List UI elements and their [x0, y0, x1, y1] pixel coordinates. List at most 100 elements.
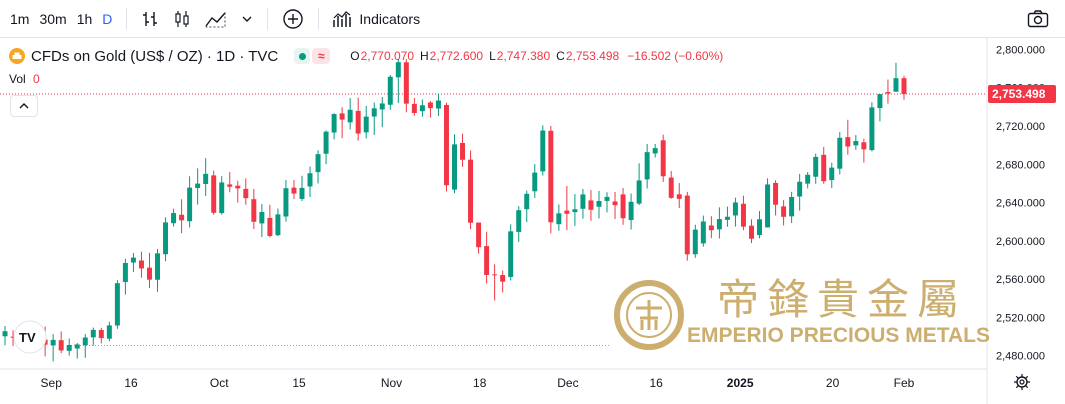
- candle-body[interactable]: [243, 188, 249, 199]
- candle-body[interactable]: [323, 131, 329, 154]
- candle-body[interactable]: [283, 188, 289, 217]
- candle-body[interactable]: [708, 225, 714, 231]
- candle-body[interactable]: [251, 199, 257, 222]
- area-chart-icon[interactable]: [205, 10, 227, 28]
- interval-1m-button[interactable]: 1m: [10, 10, 30, 27]
- candle-body[interactable]: [163, 222, 169, 255]
- candle-body[interactable]: [540, 130, 546, 172]
- candle-body[interactable]: [2, 331, 8, 337]
- symbol-title[interactable]: CFDs on Gold (US$ / OZ) · 1D · TVC: [31, 47, 279, 65]
- candle-body[interactable]: [387, 76, 393, 105]
- candle-body[interactable]: [171, 213, 177, 224]
- candle-body[interactable]: [797, 181, 803, 197]
- candle-body[interactable]: [227, 184, 233, 187]
- candle-body[interactable]: [355, 110, 361, 134]
- indicators-button[interactable]: Indicators: [333, 10, 420, 28]
- candle-body[interactable]: [580, 194, 586, 209]
- candle-body[interactable]: [564, 210, 570, 214]
- candle-body[interactable]: [395, 62, 401, 78]
- candle-body[interactable]: [805, 174, 811, 184]
- candle-body[interactable]: [548, 130, 554, 223]
- candle-body[interactable]: [114, 283, 120, 326]
- candle-body[interactable]: [596, 201, 602, 207]
- candle-body[interactable]: [724, 216, 730, 220]
- candle-body[interactable]: [845, 137, 851, 147]
- candle-body[interactable]: [460, 142, 466, 160]
- candle-body[interactable]: [524, 193, 530, 210]
- candle-body[interactable]: [435, 100, 441, 109]
- candle-body[interactable]: [211, 175, 217, 213]
- candle-body[interactable]: [267, 217, 273, 237]
- candle-body[interactable]: [476, 222, 482, 248]
- candle-body[interactable]: [291, 187, 297, 194]
- bar-chart-icon[interactable]: [141, 10, 159, 28]
- chevron-down-icon[interactable]: [241, 13, 253, 25]
- candle-body[interactable]: [468, 159, 474, 223]
- tradingview-logo-icon[interactable]: TV: [13, 320, 47, 354]
- candle-body[interactable]: [644, 152, 650, 180]
- candle-body[interactable]: [106, 325, 112, 339]
- candle-body[interactable]: [508, 231, 514, 277]
- compare-icon[interactable]: ≈: [312, 48, 331, 64]
- candle-body[interactable]: [299, 187, 305, 199]
- candle-body[interactable]: [901, 78, 907, 94]
- candle-body[interactable]: [275, 214, 281, 236]
- candle-body[interactable]: [668, 177, 674, 198]
- candle-body[interactable]: [363, 116, 369, 133]
- candle-body[interactable]: [716, 219, 722, 230]
- interval-1d-button[interactable]: D: [102, 10, 113, 27]
- candle-body[interactable]: [187, 187, 193, 222]
- candle-body[interactable]: [339, 113, 345, 120]
- candle-body[interactable]: [58, 340, 64, 351]
- candle-body[interactable]: [90, 329, 96, 338]
- candle-body[interactable]: [620, 194, 626, 219]
- candle-body[interactable]: [315, 154, 321, 173]
- candle-body[interactable]: [379, 103, 385, 110]
- candle-body[interactable]: [636, 180, 642, 204]
- candle-body[interactable]: [371, 108, 377, 117]
- candle-body[interactable]: [628, 201, 634, 220]
- collapse-legend-button[interactable]: [10, 95, 38, 117]
- plus-circle-icon[interactable]: [282, 8, 304, 30]
- candlestick-chart[interactable]: 帝鋒貴金屬 EMPERIO PRECIOUS METALS 2,800.000 2…: [0, 38, 1065, 404]
- candle-body[interactable]: [500, 275, 506, 282]
- candle-body[interactable]: [789, 196, 795, 217]
- candle-body[interactable]: [773, 182, 779, 205]
- candle-body[interactable]: [700, 221, 706, 244]
- candle-body[interactable]: [203, 173, 209, 184]
- candle-body[interactable]: [155, 253, 160, 280]
- candle-body[interactable]: [885, 92, 891, 94]
- candle-body[interactable]: [692, 229, 698, 255]
- candle-body[interactable]: [130, 257, 136, 263]
- candle-body[interactable]: [829, 167, 835, 181]
- candle-body[interactable]: [484, 246, 490, 275]
- candle-body[interactable]: [50, 339, 56, 346]
- candle-body[interactable]: [419, 105, 425, 112]
- candle-body[interactable]: [411, 103, 417, 114]
- candle-body[interactable]: [179, 214, 185, 221]
- candle-body[interactable]: [877, 94, 883, 109]
- interval-1h-button[interactable]: 1h: [76, 10, 93, 27]
- candle-body[interactable]: [492, 274, 498, 276]
- candle-body[interactable]: [307, 173, 313, 187]
- candle-body[interactable]: [813, 156, 819, 177]
- candle-body[interactable]: [66, 344, 72, 351]
- candle-body[interactable]: [516, 210, 522, 232]
- candle-body[interactable]: [138, 260, 144, 269]
- candle-body[interactable]: [82, 337, 88, 346]
- candle-body[interactable]: [443, 104, 449, 186]
- candle-body[interactable]: [869, 107, 875, 151]
- candle-body[interactable]: [556, 213, 562, 225]
- candle-body[interactable]: [612, 201, 618, 206]
- candle-body[interactable]: [740, 203, 746, 227]
- candle-body[interactable]: [893, 78, 899, 92]
- candle-body[interactable]: [837, 137, 843, 169]
- candle-body[interactable]: [427, 102, 433, 109]
- candle-body[interactable]: [821, 154, 827, 182]
- candle-body[interactable]: [347, 109, 353, 123]
- candle-body[interactable]: [652, 148, 658, 154]
- candle-body[interactable]: [684, 195, 690, 255]
- interval-30m-button[interactable]: 30m: [39, 10, 67, 27]
- candle-body[interactable]: [861, 142, 867, 150]
- candle-body[interactable]: [331, 114, 337, 133]
